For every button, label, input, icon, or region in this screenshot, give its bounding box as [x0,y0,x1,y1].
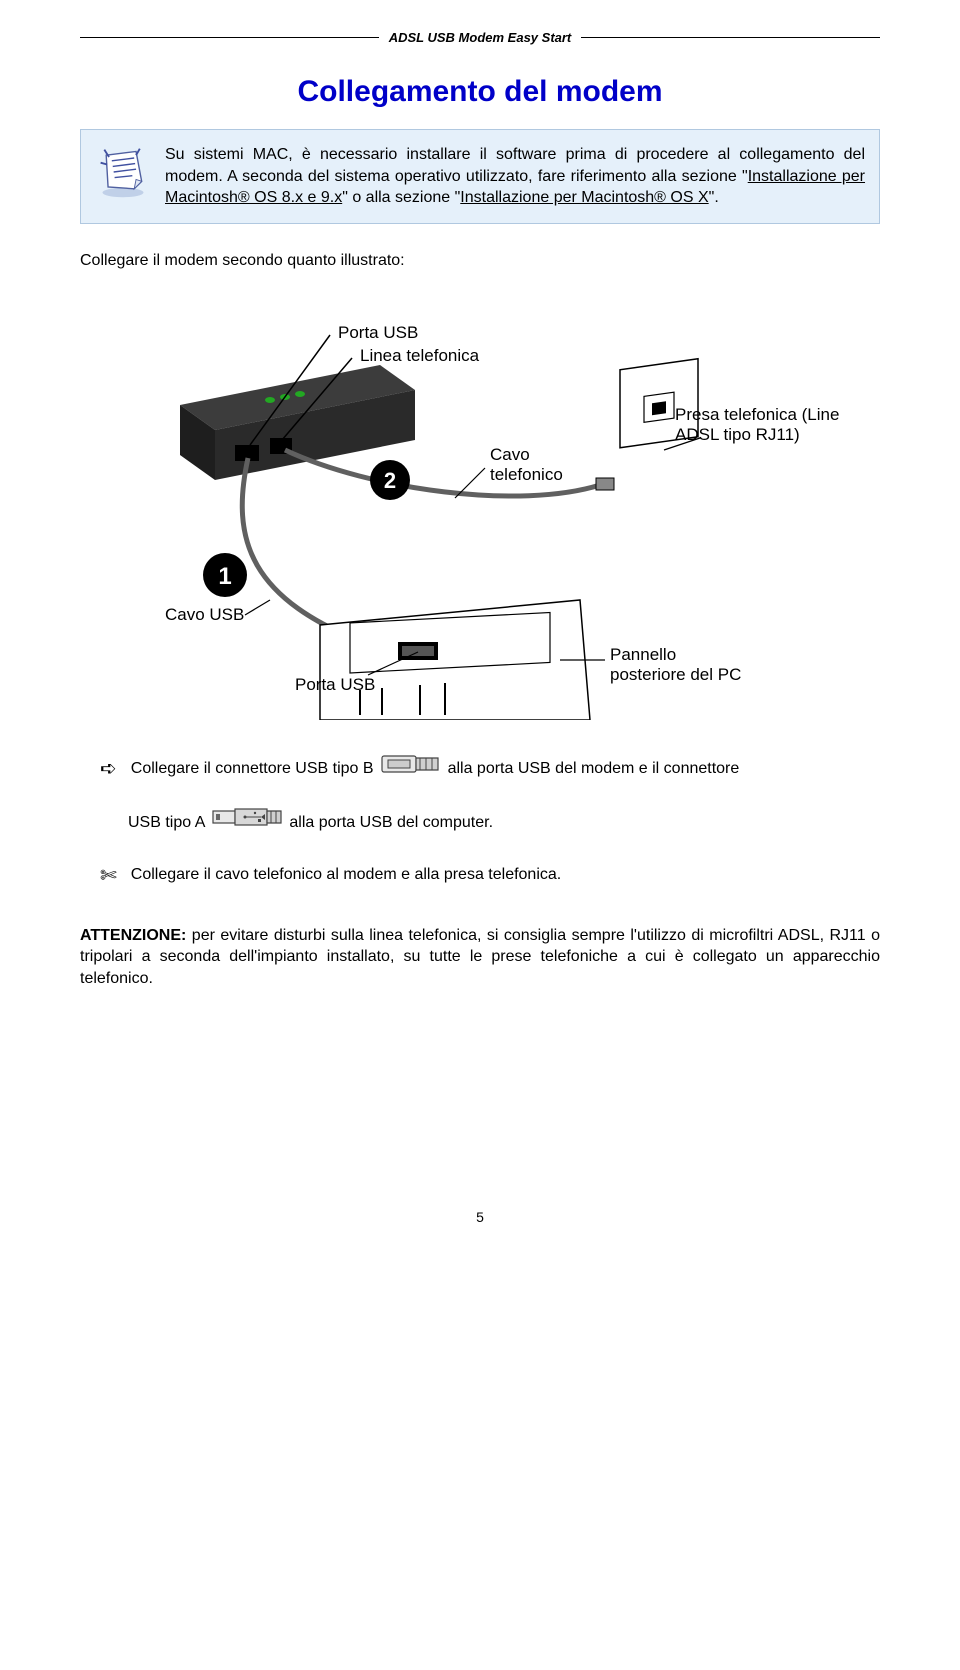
label-porta-usb: Porta USB [338,323,418,342]
page-title: Collegamento del modem [80,75,880,109]
label-cavo-usb: Cavo USB [165,605,244,624]
note-sticky-icon [95,144,151,209]
rule-right [581,37,880,39]
label-pannello2: posteriore del PC [610,665,741,684]
label-linea-tel: Linea telefonica [360,346,480,365]
note-post: ". [709,189,719,206]
label-cavo-tel: Cavo [490,445,530,464]
bullet-1: ➪ Collegare il connettore USB tipo B all… [100,750,880,789]
bullet-1-l2-right: alla porta USB del computer. [289,808,493,838]
bullet-2-text: Collegare il cavo telefonico al modem e … [131,860,561,890]
bullet-2: ✄ Collegare il cavo telefonico al modem … [100,857,880,895]
hand-point-icon: ➪ [100,750,117,788]
label-porta-usb2: Porta USB [295,675,375,694]
usb-a-connector-icon [211,803,283,842]
svg-text:2: 2 [384,468,396,493]
label-cavo-tel2: telefonico [490,465,563,484]
connection-diagram: Porta USB Linea telefonica Presa telefon… [120,290,840,720]
label-presa-tel2: ADSL tipo RJ11) [675,425,800,444]
bullet-1-line2: USB tipo A alla porta USB del computer. [128,803,880,842]
attention-block: ATTENZIONE: per evitare disturbi sulla l… [80,925,880,990]
bullet-1-left: Collegare il connettore USB tipo B [131,754,374,784]
pc-panel-icon [320,600,590,720]
rule-left [80,37,379,39]
attention-label: ATTENZIONE: [80,927,186,944]
header-rule: ADSL USB Modem Easy Start [80,30,880,45]
note-box: Su sistemi MAC, è necessario installare … [80,129,880,224]
page: ADSL USB Modem Easy Start Collegamento d… [0,0,960,1265]
label-presa-tel: Presa telefonica (Linea [675,405,840,424]
usb-b-connector-icon [380,750,442,789]
header-title: ADSL USB Modem Easy Start [379,30,582,45]
note-text: Su sistemi MAC, è necessario installare … [165,144,865,209]
note-link-2: Installazione per Macintosh® OS X [460,189,708,206]
note-mid: " o alla sezione " [342,189,460,206]
label-pannello: Pannello [610,645,676,664]
bullet-1-l2-left: USB tipo A [128,808,205,838]
subhead: Collegare il modem secondo quanto illust… [80,252,880,270]
attention-text: per evitare disturbi sulla linea telefon… [80,927,880,987]
svg-text:1: 1 [218,563,231,590]
bullet-list: ➪ Collegare il connettore USB tipo B all… [100,750,880,895]
bullet-1-right: alla porta USB del modem e il connettore [448,754,740,784]
page-number: 5 [80,1209,880,1225]
scissors-icon: ✄ [100,857,117,895]
